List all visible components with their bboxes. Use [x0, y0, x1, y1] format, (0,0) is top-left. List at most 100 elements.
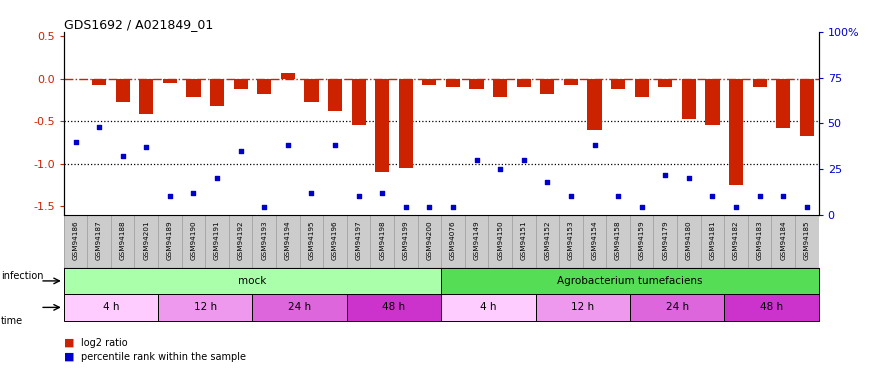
Text: 4 h: 4 h: [103, 302, 119, 312]
Bar: [540, 79, 554, 94]
Bar: [776, 79, 790, 128]
Text: GSM94183: GSM94183: [757, 220, 763, 260]
Text: GSM94195: GSM94195: [309, 220, 314, 260]
Point: [210, 175, 224, 181]
Bar: [729, 79, 743, 185]
Text: GSM94198: GSM94198: [379, 220, 385, 260]
Bar: [252, 294, 347, 321]
Text: mock: mock: [238, 276, 266, 286]
Text: 24 h: 24 h: [666, 302, 689, 312]
Text: GSM94197: GSM94197: [356, 220, 362, 260]
Bar: [681, 79, 696, 120]
Point: [304, 190, 319, 196]
Bar: [493, 79, 507, 98]
Point: [752, 194, 766, 200]
Text: 4 h: 4 h: [480, 302, 496, 312]
Bar: [630, 294, 724, 321]
Bar: [163, 79, 177, 83]
Text: 48 h: 48 h: [382, 302, 405, 312]
Bar: [724, 294, 819, 321]
Bar: [800, 79, 814, 136]
Point: [681, 175, 696, 181]
Text: GSM94153: GSM94153: [568, 220, 573, 260]
Text: GSM94186: GSM94186: [73, 220, 79, 260]
Bar: [535, 294, 630, 321]
Text: GSM94193: GSM94193: [261, 220, 267, 260]
Point: [611, 194, 625, 200]
Point: [800, 204, 814, 210]
Bar: [304, 79, 319, 102]
Text: infection: infection: [1, 271, 43, 280]
Bar: [588, 79, 602, 130]
Bar: [705, 79, 720, 126]
Text: 24 h: 24 h: [288, 302, 312, 312]
Point: [635, 204, 649, 210]
Point: [729, 204, 743, 210]
Bar: [564, 79, 578, 86]
Text: log2 ratio: log2 ratio: [81, 338, 128, 348]
Bar: [469, 79, 483, 89]
Text: GDS1692 / A021849_01: GDS1692 / A021849_01: [64, 18, 213, 31]
Point: [258, 204, 272, 210]
Text: GSM94187: GSM94187: [96, 220, 102, 260]
Point: [399, 204, 413, 210]
Text: GSM94190: GSM94190: [190, 220, 196, 260]
Text: GSM94200: GSM94200: [427, 220, 433, 260]
Bar: [422, 79, 436, 86]
Text: GSM94188: GSM94188: [119, 220, 126, 260]
Point: [281, 142, 295, 148]
Bar: [187, 79, 201, 98]
Bar: [328, 79, 342, 111]
Text: 48 h: 48 h: [760, 302, 783, 312]
Text: GSM94184: GSM94184: [781, 220, 786, 260]
Point: [588, 142, 602, 148]
Text: GSM94199: GSM94199: [403, 220, 409, 260]
Point: [351, 194, 366, 200]
Bar: [351, 79, 366, 126]
Bar: [139, 79, 153, 114]
Text: GSM94201: GSM94201: [143, 220, 150, 260]
Bar: [442, 294, 535, 321]
Point: [540, 179, 554, 185]
Text: GSM94150: GSM94150: [497, 220, 504, 260]
Bar: [258, 79, 272, 94]
Text: GSM94182: GSM94182: [733, 220, 739, 260]
Point: [493, 166, 507, 172]
Text: 12 h: 12 h: [571, 302, 595, 312]
Bar: [658, 79, 673, 87]
Bar: [635, 79, 649, 98]
Point: [776, 194, 790, 200]
Text: GSM94180: GSM94180: [686, 220, 692, 260]
Text: GSM94158: GSM94158: [615, 220, 621, 260]
Bar: [210, 79, 224, 106]
Text: GSM94192: GSM94192: [238, 220, 243, 260]
Point: [163, 194, 177, 200]
Bar: [446, 79, 460, 87]
Bar: [442, 268, 819, 294]
Point: [422, 204, 436, 210]
Text: GSM94152: GSM94152: [544, 220, 550, 260]
Point: [234, 148, 248, 154]
Text: GSM94196: GSM94196: [332, 220, 338, 260]
Point: [116, 153, 130, 159]
Text: GSM94154: GSM94154: [591, 220, 597, 260]
Point: [469, 157, 483, 163]
Point: [187, 190, 201, 196]
Point: [92, 124, 106, 130]
Bar: [116, 79, 130, 102]
Text: GSM94194: GSM94194: [285, 220, 291, 260]
Text: 12 h: 12 h: [194, 302, 217, 312]
Point: [446, 204, 460, 210]
Bar: [64, 268, 442, 294]
Point: [705, 194, 720, 200]
Bar: [375, 79, 389, 172]
Bar: [92, 79, 106, 85]
Text: GSM94076: GSM94076: [450, 220, 456, 260]
Point: [658, 171, 673, 177]
Point: [139, 144, 153, 150]
Bar: [611, 79, 625, 89]
Point: [517, 157, 531, 163]
Text: GSM94151: GSM94151: [520, 220, 527, 260]
Text: ■: ■: [64, 338, 74, 348]
Text: time: time: [1, 316, 23, 326]
